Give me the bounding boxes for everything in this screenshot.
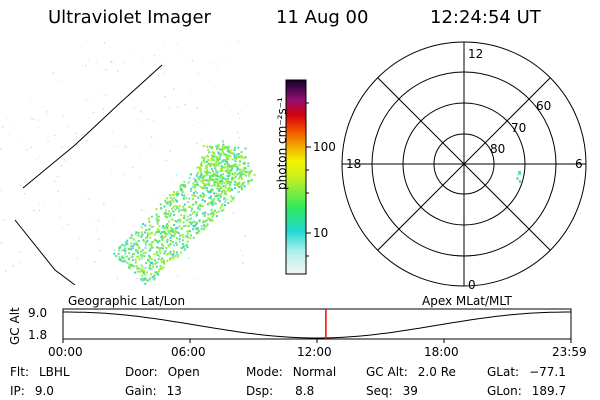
colorbar-gradient (285, 79, 307, 275)
x-tick-0600: 06:00 (171, 345, 206, 359)
dsp-field: Dsp: 8.8 (246, 384, 315, 398)
x-tick-2359: 23:59 (552, 345, 587, 359)
date-label: 11 Aug 00 (276, 7, 369, 28)
time-label: 12:24:54 UT (430, 7, 541, 28)
lat-label-70: 70 (511, 121, 527, 135)
flt-field: Flt: LBHL (10, 365, 70, 379)
mlt-label-6: 6 (575, 157, 583, 171)
colorbar-tick-10: 10 (313, 226, 329, 240)
geographic-latlon-label: Geographic Lat/Lon (68, 294, 186, 308)
polar-plot (341, 41, 587, 287)
gc-alt-curve (63, 311, 571, 339)
geographic-image-panel (0, 40, 256, 285)
colorbar (285, 79, 311, 275)
gc-alt-field: GC Alt: 2.0 Re (366, 365, 456, 379)
mlt-label-0: 0 (468, 278, 476, 292)
colorbar-tick-100: 100 (313, 140, 336, 154)
seq-field: Seq: 39 (366, 384, 418, 398)
instrument-title: Ultraviolet Imager (48, 7, 211, 28)
glon-field: GLon: 189.7 (487, 384, 567, 398)
glat-field: GLat: −77.1 (487, 365, 566, 379)
timeline-frame (62, 308, 572, 340)
x-tick-1200: 12:00 (297, 345, 332, 359)
gain-field: Gain: 13 (125, 384, 182, 398)
y-tick-9: 9.0 (28, 306, 48, 320)
mlt-label-12: 12 (468, 47, 484, 61)
mode-field: Mode: Normal (246, 365, 337, 379)
apex-mlat-mlt-label: Apex MLat/MLT (422, 294, 512, 308)
longitude-line (22, 64, 163, 189)
ip-field: IP: 9.0 (10, 384, 54, 398)
lat-label-80: 80 (490, 142, 506, 156)
x-tick-1800: 18:00 (424, 345, 459, 359)
y-tick-1-8: 1.8 (28, 328, 48, 342)
diagonal-line (377, 77, 551, 251)
aurora-emission-pixels (0, 40, 256, 285)
door-field: Door: Open (125, 365, 200, 379)
lat-label-60: 60 (536, 99, 552, 113)
latitude-line (14, 219, 76, 285)
x-tick-0000: 00:00 (48, 345, 83, 359)
mlt-label-18: 18 (346, 157, 362, 171)
